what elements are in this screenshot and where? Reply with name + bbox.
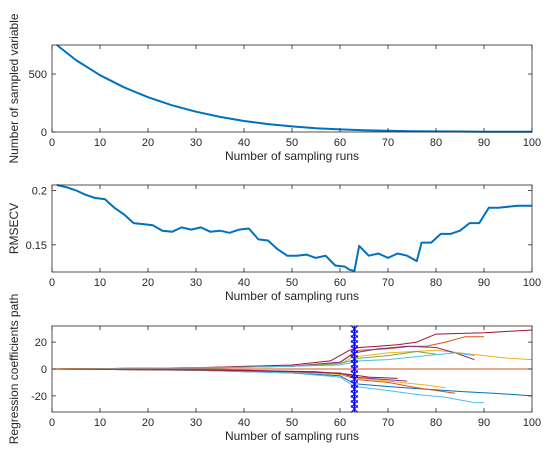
x-axis-label: Number of sampling runs	[225, 429, 359, 443]
y-tick-label: -20	[31, 391, 47, 403]
x-tick-label: 20	[142, 137, 154, 149]
x-tick-label: 0	[49, 137, 55, 149]
x-tick-label: 70	[382, 417, 394, 429]
x-tick-label: 20	[142, 417, 154, 429]
x-tick-label: 70	[382, 277, 394, 289]
panel-3: 0 10 20 30 40 50 60 70 80 90 100 -20 0 20 Number of sa…	[7, 294, 541, 445]
x-tick-label: 80	[430, 417, 442, 429]
y-axis-label: Regression coefficients path	[7, 294, 21, 445]
x-tick-label: 60	[334, 137, 346, 149]
x-tick-label: 90	[478, 277, 490, 289]
y-tick-label: 0	[41, 127, 47, 139]
x-tick-label: 100	[523, 417, 541, 429]
x-tick-label: 60	[334, 277, 346, 289]
y-axis-label: Number of sampled variable	[7, 13, 21, 163]
series-line-1	[56, 184, 532, 272]
x-axis-label: Number of sampling runs	[225, 149, 359, 163]
x-tick-label: 90	[478, 137, 490, 149]
x-tick-label: 100	[523, 137, 541, 149]
x-tick-label: 10	[94, 137, 106, 149]
y-tick-label: 0.2	[32, 185, 47, 197]
x-tick-label: 80	[430, 277, 442, 289]
x-tick-label: 60	[334, 417, 346, 429]
series-line-6	[51, 352, 475, 370]
series-line-9	[51, 368, 456, 394]
x-tick-label: 30	[190, 417, 202, 429]
series-line-1	[51, 329, 533, 370]
axes-box	[51, 44, 533, 133]
selected-run-marker	[350, 405, 359, 413]
x-tick-label: 50	[286, 277, 298, 289]
x-axis-label: Number of sampling runs	[225, 289, 359, 303]
series-line-8	[51, 368, 484, 404]
x-tick-label: 0	[49, 417, 55, 429]
x-tick-label: 0	[49, 277, 55, 289]
x-tick-label: 100	[523, 277, 541, 289]
series-line-12	[51, 368, 398, 379]
x-tick-label: 50	[286, 417, 298, 429]
x-tick-label: 40	[238, 277, 250, 289]
y-tick-label: 0.15	[26, 240, 47, 252]
x-tick-label: 80	[430, 137, 442, 149]
x-tick-label: 90	[478, 417, 490, 429]
axes-box	[51, 184, 533, 273]
y-tick-label: 500	[29, 69, 47, 81]
x-tick-label: 10	[94, 417, 106, 429]
panel-2: 0 10 20 30 40 50 60 70 80 90 100 0.15 0.2 Number of s…	[7, 184, 541, 303]
x-tick-label: 30	[190, 277, 202, 289]
x-tick-label: 40	[238, 137, 250, 149]
x-tick-label: 70	[382, 137, 394, 149]
y-tick-label: 0	[41, 364, 47, 376]
series-line-1	[56, 44, 532, 133]
x-tick-label: 10	[94, 277, 106, 289]
x-tick-label: 40	[238, 417, 250, 429]
y-tick-label: 20	[35, 337, 47, 349]
panel-1: 0 10 20 30 40 50 60 70 80 90 100 0 500 Number of samp…	[7, 13, 541, 163]
x-tick-label: 50	[286, 137, 298, 149]
x-tick-label: 30	[190, 137, 202, 149]
y-axis-label: RMSECV	[7, 203, 21, 254]
x-tick-label: 20	[142, 277, 154, 289]
